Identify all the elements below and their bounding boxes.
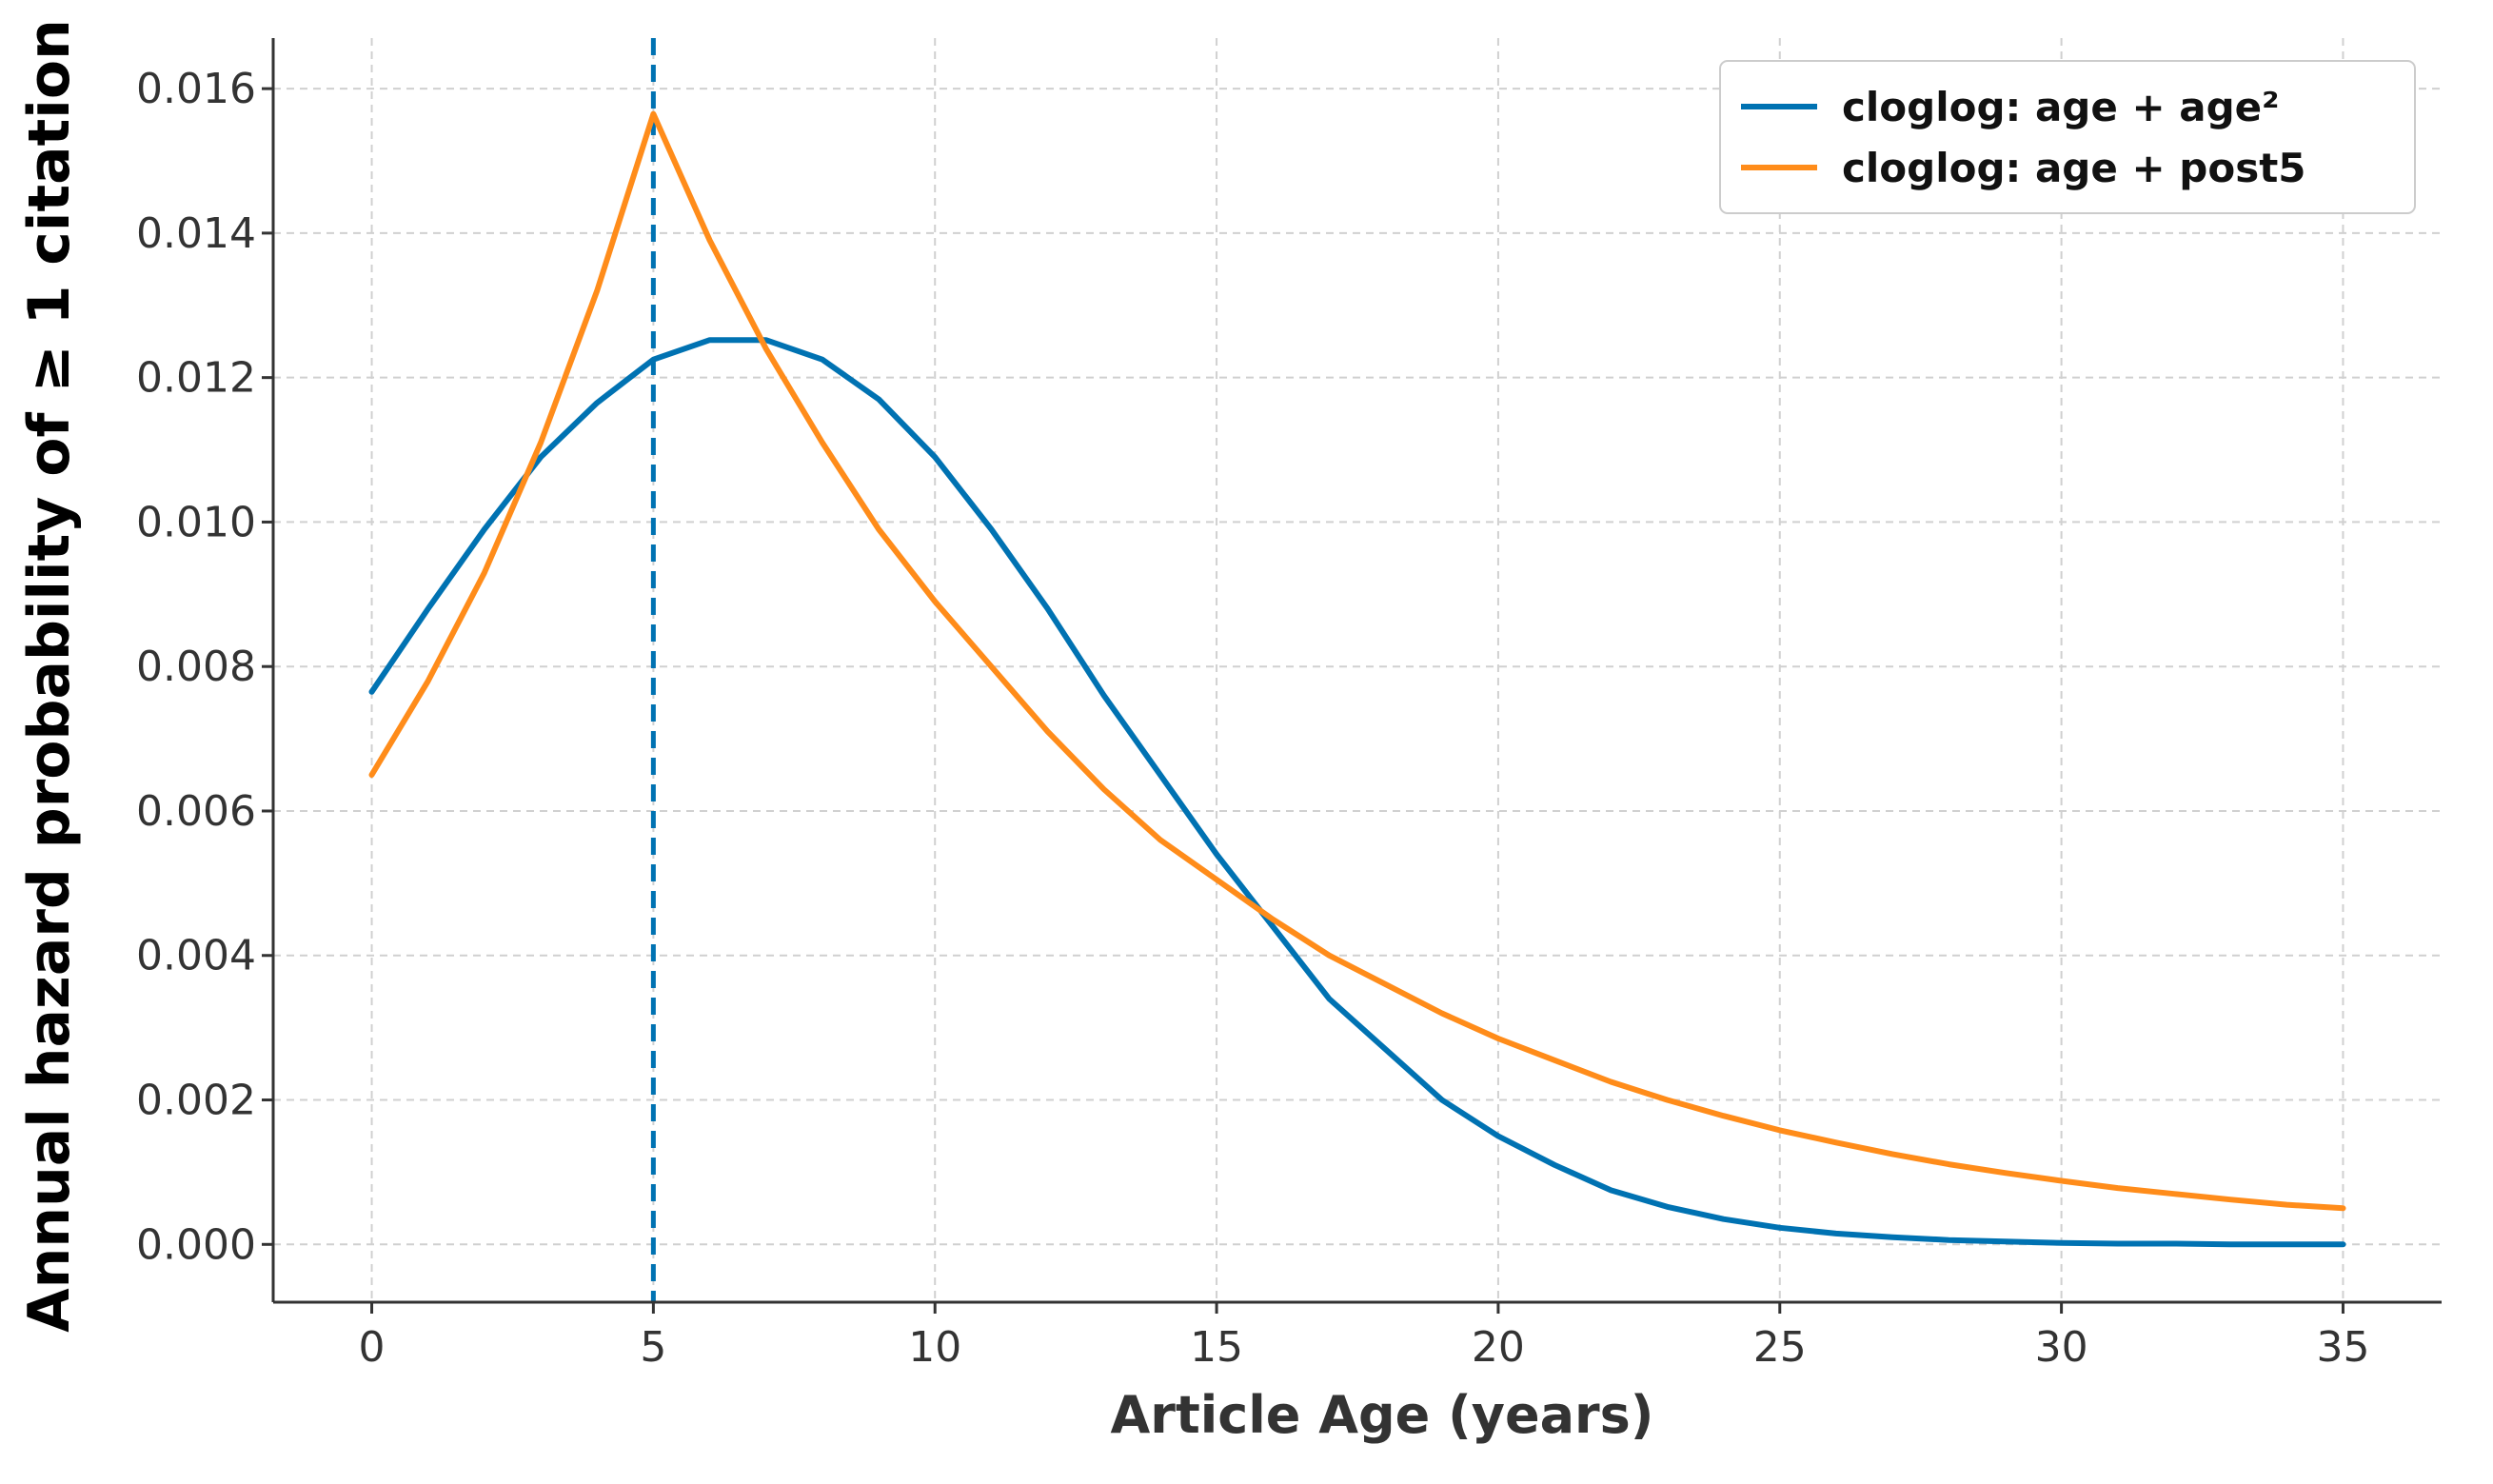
y-tick-label: 0.016 [136,65,256,113]
x-tick-label: 10 [908,1323,961,1372]
y-tick-label: 0.004 [136,932,256,980]
series-layer [368,110,2346,1248]
x-tick-label: 0 [359,1323,386,1372]
series-line-1 [368,337,2346,1248]
legend: cloglog: age + age² cloglog: age + post5 [1719,60,2416,214]
legend-label-2: cloglog: age + post5 [1842,145,2306,191]
x-axis-title: Article Age (years) [1111,1385,1654,1445]
x-tick-label: 15 [1190,1323,1243,1372]
axes-layer [271,38,2442,1304]
y-axis-title: Annual hazard probability of ≥ 1 citatio… [16,19,83,1333]
x-tick-label: 30 [2035,1323,2088,1372]
grid-layer [273,38,2442,1302]
y-tick-label: 0.006 [136,787,256,836]
y-tick-label: 0.010 [136,498,256,546]
y-tick-label: 0.012 [136,354,256,403]
ticks-layer: 0 5 10 15 20 25 30 35 0.000 0.002 0.004 0.006 0.008 0… [136,65,2369,1372]
legend-label-1: cloglog: age + age² [1842,84,2280,130]
y-tick-label: 0.008 [136,643,256,691]
y-tick-label: 0.002 [136,1077,256,1125]
legend-box [1719,60,2416,214]
x-tick-label: 5 [640,1323,666,1372]
series-line-2 [368,110,2346,1212]
x-tick-label: 25 [1753,1323,1807,1372]
y-tick-label: 0.014 [136,209,256,258]
x-tick-label: 35 [2316,1323,2369,1372]
x-tick-label: 20 [1472,1323,1525,1372]
y-tick-label: 0.000 [136,1220,256,1269]
